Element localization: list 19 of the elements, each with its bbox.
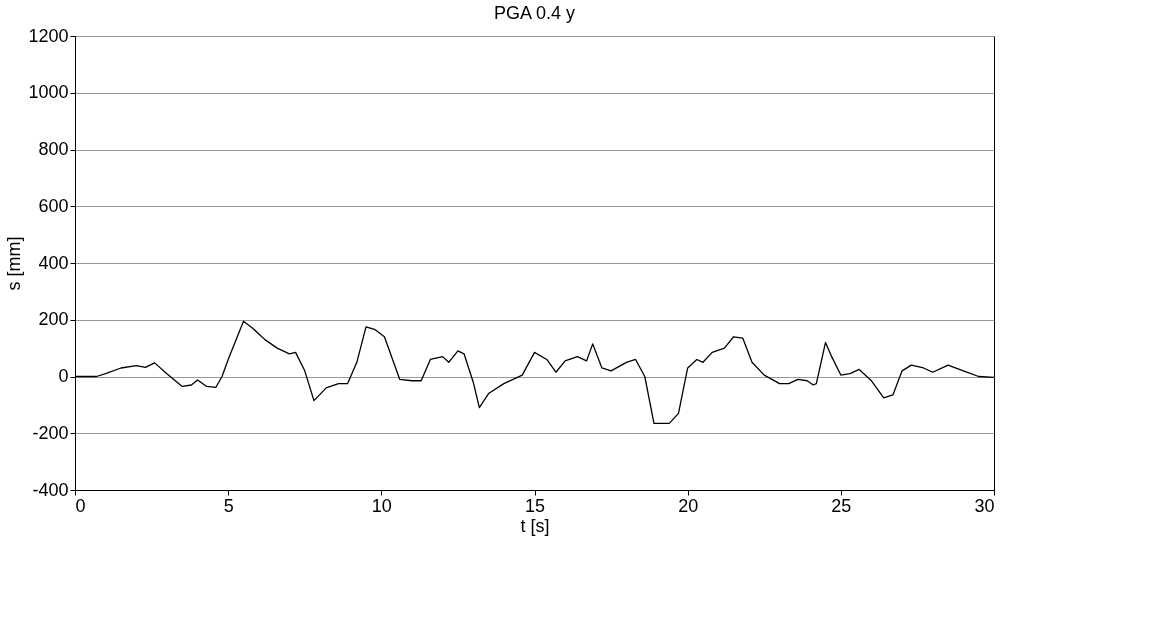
y-tick-label: 0 [58, 366, 69, 386]
chart-title: PGA 0.4 y [493, 3, 576, 23]
y-tick-label: 1000 [28, 82, 69, 103]
y-tick-label: 200 [38, 309, 69, 330]
y-tick-label: 800 [38, 139, 69, 159]
x-tick-label: 25 [831, 495, 852, 516]
x-tick-label: 20 [678, 495, 699, 516]
y-tick-label: -200 [32, 422, 69, 443]
x-tick-label: 30 [974, 495, 995, 516]
y-tick-label: 400 [38, 252, 69, 273]
x-tick-label: 5 [223, 495, 234, 516]
x-tick-label: 0 [75, 495, 86, 516]
x-tick-label: 15 [524, 495, 546, 516]
y-tick-label: 1200 [28, 25, 69, 46]
y-axis-title: s [mm] [4, 236, 25, 291]
y-tick-label: -400 [32, 479, 69, 500]
x-tick-label: 10 [371, 495, 392, 516]
x-axis-title: t [s] [520, 515, 550, 536]
y-tick-label: 600 [38, 195, 69, 216]
